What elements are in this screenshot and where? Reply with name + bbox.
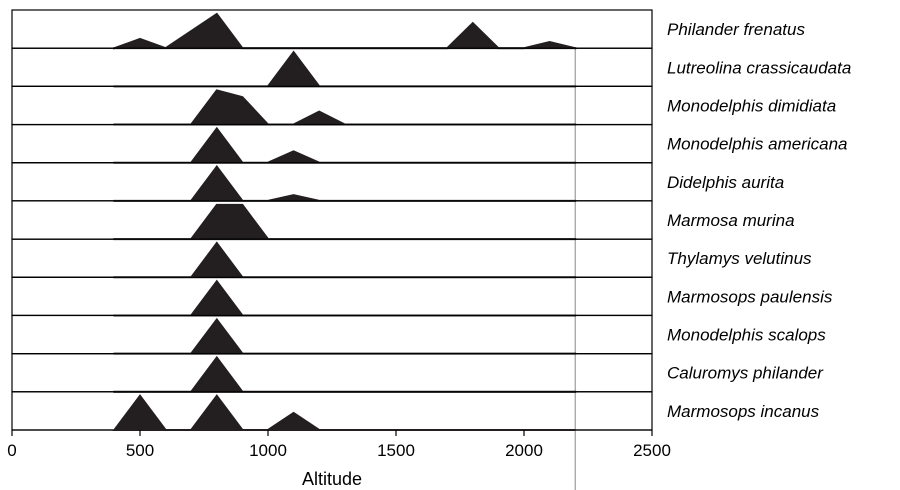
panel-frame <box>11 123 653 164</box>
altitude-profile <box>113 50 577 88</box>
species-label: Lutreolina crassicaudata <box>667 58 851 77</box>
species-label: Marmosops incanus <box>667 402 820 421</box>
species-row: Marmosops incanus <box>11 391 820 431</box>
x-tick-label: 2000 <box>505 441 543 460</box>
altitude-profile <box>113 89 577 126</box>
altitude-profile <box>113 241 577 279</box>
x-tick-label: 1000 <box>249 441 287 460</box>
panel-frame <box>11 200 653 240</box>
altitude-profile <box>113 12 577 50</box>
species-label: Monodelphis dimidiata <box>667 96 836 115</box>
panel-frame <box>11 9 653 49</box>
x-tick-label: 500 <box>126 441 154 460</box>
species-row: Monodelphis dimidiata <box>11 85 836 126</box>
species-row: Philander frenatus <box>11 9 805 50</box>
species-row: Marmosa murina <box>11 200 795 241</box>
altitude-profile <box>113 355 577 393</box>
altitude-profile <box>113 126 577 164</box>
x-axis: 0 500 1000 1500 2000 2500 <box>7 430 671 460</box>
species-label: Marmosops paulensis <box>667 287 833 306</box>
x-tick-label: 2500 <box>633 441 671 460</box>
x-tick-label: 1500 <box>377 441 415 460</box>
species-label: Marmosa murina <box>667 211 795 230</box>
altitude-profile <box>113 203 577 241</box>
species-row: Lutreolina crassicaudata <box>11 47 851 88</box>
species-panels: Philander frenatus Lutreolina crassicauda… <box>11 9 851 490</box>
species-label: Philander frenatus <box>667 20 805 39</box>
altitude-profile <box>113 317 577 355</box>
x-tick-label: 0 <box>7 441 16 460</box>
altitude-profile <box>113 279 577 317</box>
species-label: Caluromys philander <box>667 364 824 383</box>
panel-frame <box>11 238 653 278</box>
panel-frame <box>11 162 653 202</box>
panel-frame <box>11 314 653 355</box>
species-label: Didelphis aurita <box>667 173 784 192</box>
species-row: Caluromys philander <box>11 353 824 393</box>
altitude-profile <box>113 165 577 202</box>
x-axis-title: Altitude <box>302 469 362 489</box>
species-row: Didelphis aurita <box>11 162 784 202</box>
species-label: Thylamys velutinus <box>667 249 812 268</box>
species-row: Monodelphis americana <box>11 123 848 164</box>
panel-frame <box>11 391 653 431</box>
panel-frame <box>11 353 653 393</box>
altitude-profile <box>112 394 576 431</box>
panel-frame <box>11 47 653 87</box>
species-row: Monodelphis scalops <box>11 314 826 355</box>
species-label: Monodelphis scalops <box>667 326 826 345</box>
species-label: Monodelphis americana <box>667 135 848 154</box>
species-row: Marmosops paulensis <box>11 276 833 317</box>
panel-frame <box>11 276 653 317</box>
species-row: Thylamys velutinus <box>11 238 812 279</box>
